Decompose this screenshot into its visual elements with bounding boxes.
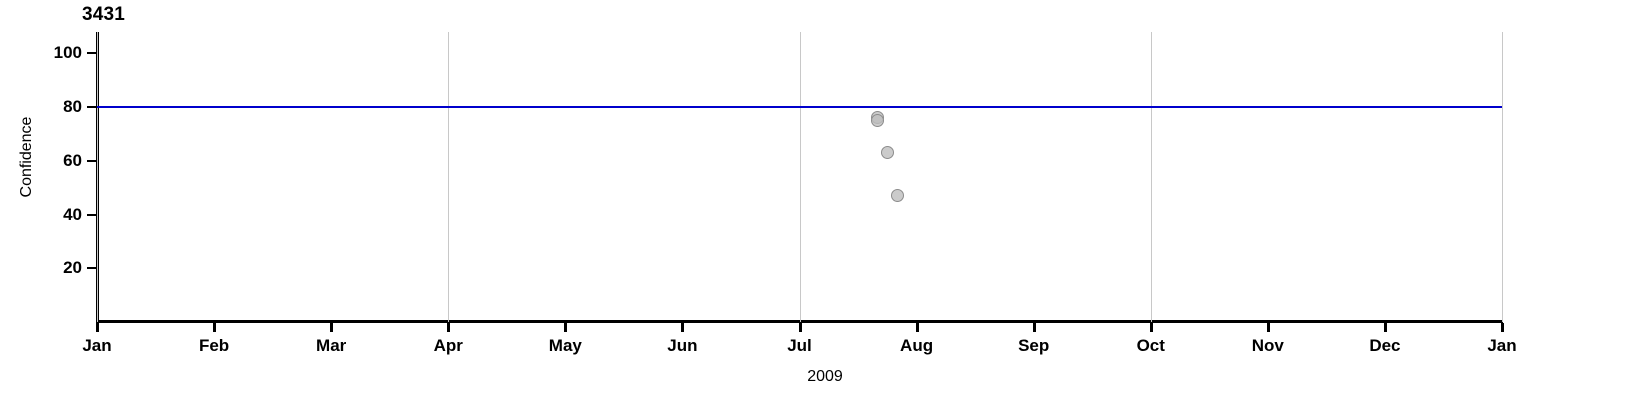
y-tick-mark — [87, 159, 96, 162]
y-axis-ticks: 20 40 60 80 100 — [0, 0, 97, 400]
y-tick-label: 60 — [63, 150, 82, 170]
x-tick-mark — [1383, 323, 1387, 332]
x-tick-mark — [330, 323, 334, 332]
x-tick-mark — [1149, 323, 1153, 332]
x-tick-label: Jan — [82, 336, 112, 355]
x-tick-mark — [915, 323, 919, 332]
y-tick-mark — [87, 106, 96, 109]
x-tick-label: Apr — [433, 336, 463, 355]
data-point — [891, 189, 905, 203]
x-tick-label: Aug — [900, 336, 934, 355]
x-tick-mark — [564, 323, 568, 332]
x-tick-mark — [96, 323, 99, 332]
data-point — [880, 146, 894, 160]
x-tick-label: Jan — [1487, 336, 1517, 355]
y-tick-mark — [87, 52, 96, 55]
y-tick-mark — [87, 267, 96, 270]
gridline-vertical — [1502, 32, 1503, 322]
y-tick-mark — [87, 213, 96, 216]
x-tick-label: Jul — [787, 336, 812, 355]
x-tick-mark — [1501, 323, 1504, 332]
x-tick-label: Mar — [316, 336, 347, 355]
x-tick-mark — [1266, 323, 1270, 332]
x-tick-label: Feb — [198, 336, 230, 355]
gridline-vertical — [1150, 32, 1152, 322]
x-tick-label: Jun — [667, 336, 698, 355]
x-tick-mark — [681, 323, 685, 332]
x-tick-label: Dec — [1369, 336, 1401, 355]
y-tick-label: 20 — [63, 258, 82, 278]
y-tick-label: 40 — [63, 204, 82, 224]
x-tick-label: May — [548, 336, 582, 355]
y-tick-label: 100 — [53, 43, 82, 63]
x-tick-label: Nov — [1251, 336, 1284, 355]
reference-line — [97, 106, 1502, 109]
data-point — [870, 114, 884, 128]
x-tick-mark — [447, 323, 451, 332]
y-tick-label: 80 — [63, 97, 82, 117]
gridline-vertical — [799, 32, 801, 322]
x-tick-mark — [1032, 323, 1036, 332]
gridline-vertical — [448, 32, 450, 322]
x-tick-mark — [213, 323, 217, 332]
chart-title: 3431 — [82, 4, 126, 25]
gridline-vertical — [97, 32, 98, 322]
plot-area — [97, 32, 1503, 322]
x-tick-label: Oct — [1136, 336, 1165, 355]
x-axis-title: 2009 — [807, 368, 843, 385]
x-tick-label: Sep — [1018, 336, 1050, 355]
x-tick-mark — [798, 323, 802, 332]
